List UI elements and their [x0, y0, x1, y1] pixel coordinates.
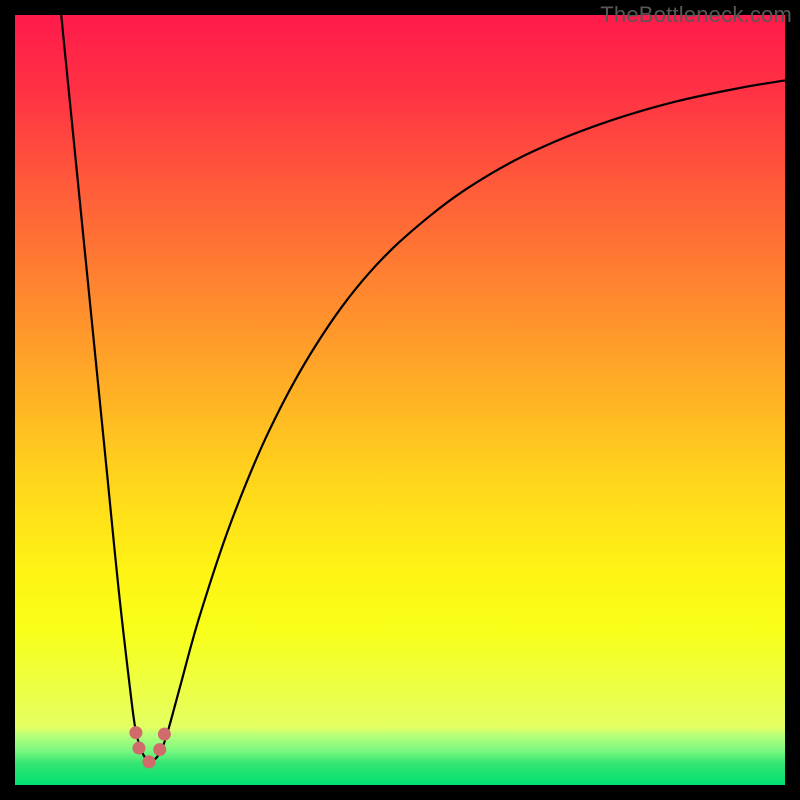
- marker-point: [153, 743, 166, 756]
- marker-point: [142, 755, 155, 768]
- marker-point: [129, 726, 142, 739]
- chart-container: TheBottleneck.com: [0, 0, 800, 800]
- marker-point: [158, 728, 171, 741]
- marker-point: [132, 742, 145, 755]
- bottleneck-chart: [0, 0, 800, 800]
- watermark-text: TheBottleneck.com: [600, 2, 792, 28]
- plot-background: [15, 15, 785, 785]
